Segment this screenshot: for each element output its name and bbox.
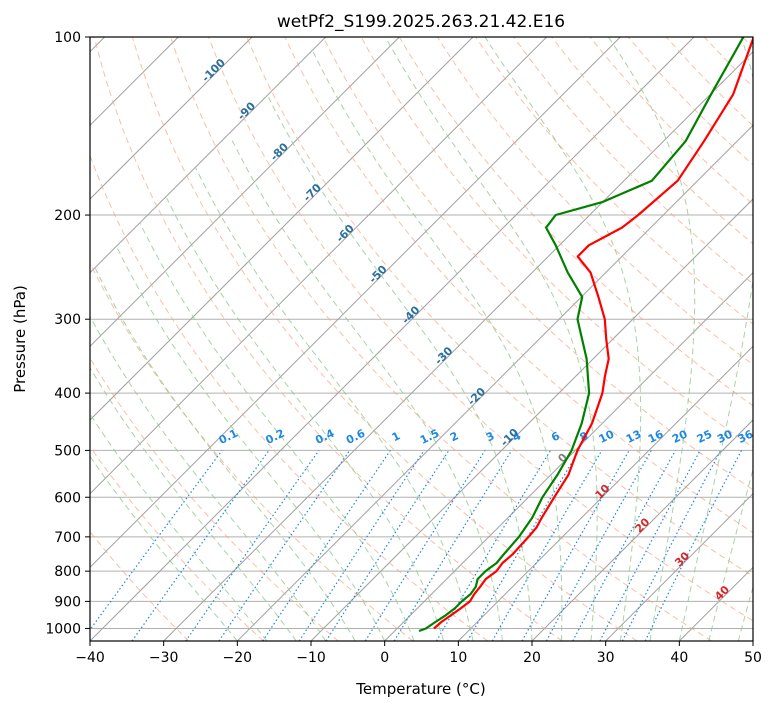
- y-tick-label: 100: [54, 30, 81, 46]
- y-tick-label: 600: [54, 490, 81, 506]
- x-tick-label: 50: [744, 650, 762, 666]
- dry-adiabat: [360, 37, 753, 449]
- y-tick-label: 500: [54, 443, 81, 459]
- moist-adiabat: [90, 366, 297, 641]
- mixing-ratio-line: [491, 450, 603, 641]
- x-axis-label: Temperature (°C): [355, 680, 485, 698]
- dry-adiabat: [90, 261, 414, 641]
- mixing-ratio-label: 13: [624, 428, 643, 446]
- y-tick-label: 300: [54, 312, 81, 328]
- isotherm-line: [90, 37, 695, 641]
- dry-adiabat: [93, 37, 563, 641]
- x-tick-label: 10: [449, 650, 467, 666]
- mixing-ratio-line: [364, 450, 486, 641]
- dry-adiabat: [475, 37, 753, 325]
- moist-adiabat: [94, 268, 356, 641]
- y-tick-label: 900: [54, 594, 81, 610]
- mixing-ratio-label: 10: [597, 427, 617, 446]
- mixing-ratio-line: [218, 450, 351, 641]
- moist-adiabat: [117, 248, 386, 641]
- dry-adiabat: [398, 37, 753, 407]
- moist-adiabat: [608, 37, 696, 641]
- moist-adiabat: [484, 37, 642, 641]
- temperature-profile: [433, 37, 753, 630]
- moist-adiabat: [195, 167, 474, 641]
- isotherm-line: [236, 124, 753, 641]
- moist-adiabat: [90, 413, 268, 641]
- mixing-ratio-label: 25: [695, 428, 714, 446]
- chart-title: wetPf2_S199.2025.263.21.42.E16: [277, 12, 565, 32]
- moist-adiabat: [678, 37, 753, 641]
- isotherm-line: [384, 271, 753, 641]
- y-tick-label: 700: [54, 530, 81, 546]
- mixing-ratio-line: [572, 450, 677, 641]
- x-tick-label: −10: [296, 650, 326, 666]
- moist-adiabat: [90, 315, 327, 641]
- mixing-ratio-line: [545, 450, 652, 641]
- moist-adiabat: [384, 37, 598, 641]
- mixing-ratio-line: [90, 450, 223, 631]
- moist-adiabat: [166, 197, 445, 641]
- x-tick-label: −40: [75, 650, 105, 666]
- x-tick-label: 30: [597, 650, 615, 666]
- isotherm-line: [90, 37, 548, 495]
- dry-adiabat: [513, 37, 753, 285]
- x-tick-label: 40: [670, 650, 688, 666]
- dry-adiabat: [246, 37, 753, 577]
- x-tick-label: −20: [223, 650, 253, 666]
- mixing-ratio-line: [521, 450, 630, 641]
- dry-adiabat: [131, 37, 638, 641]
- mixing-ratio-line: [393, 450, 513, 641]
- isotherm-line: [605, 492, 753, 641]
- isotherm-line: [90, 37, 253, 200]
- isotherm-line: [90, 37, 474, 421]
- moist-adiabat: [230, 137, 503, 641]
- dry-adiabat: [208, 37, 753, 622]
- y-tick-label: 400: [54, 386, 81, 402]
- plot-frame: [89, 36, 754, 642]
- mixing-ratio-line: [131, 450, 270, 641]
- mixing-ratio-label: 16: [646, 427, 666, 446]
- y-tick-label: 800: [54, 564, 81, 580]
- mixing-ratio-label: 30: [715, 427, 735, 446]
- mixing-ratio-line: [466, 450, 580, 641]
- dewpoint-profile: [418, 37, 745, 633]
- x-tick-label: 20: [523, 650, 541, 666]
- isotherm-line: [90, 37, 327, 274]
- isotherm-line: [163, 50, 753, 641]
- moist-adiabat: [139, 222, 415, 641]
- y-axis-label: Pressure (hPa): [11, 285, 29, 393]
- x-tick-label: 0: [380, 650, 389, 666]
- isotherm-line: [457, 345, 753, 641]
- y-tick-label: 1000: [45, 621, 81, 637]
- mixing-ratio-label: 20: [670, 427, 690, 446]
- moist-adiabat: [708, 467, 753, 641]
- mixing-ratio-line: [325, 450, 450, 641]
- isotherm-line: [90, 37, 400, 348]
- dry-adiabat: [627, 37, 753, 166]
- x-tick-label: −30: [149, 650, 179, 666]
- moist-adiabat: [312, 51, 563, 641]
- dry-adiabat: [322, 37, 753, 491]
- dry-adiabat: [90, 445, 264, 641]
- isotherm-line: [90, 37, 621, 569]
- moist-adiabat: [268, 97, 533, 641]
- mixing-ratio-label: 36: [736, 427, 756, 446]
- y-tick-label: 200: [54, 208, 81, 224]
- moist-adiabat: [90, 455, 238, 641]
